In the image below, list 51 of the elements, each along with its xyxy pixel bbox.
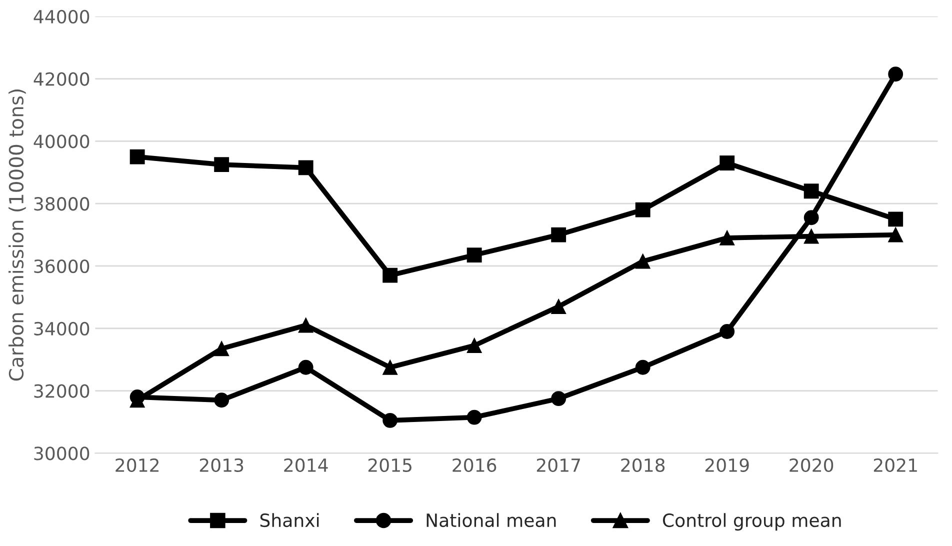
legend-label: National mean: [426, 513, 556, 528]
x-tick-label: 2016: [452, 458, 496, 472]
point: [635, 360, 650, 375]
point: [382, 268, 398, 283]
point: [551, 299, 566, 314]
point: [214, 341, 230, 356]
point: [804, 228, 819, 244]
y-tick-label: 38000: [34, 197, 90, 211]
legend-label: Shanxi: [260, 513, 319, 528]
point: [720, 324, 735, 339]
point: [214, 157, 230, 172]
y-tick-label: 34000: [34, 322, 90, 336]
y-tick-label: 40000: [34, 134, 90, 148]
point: [888, 66, 904, 82]
y-tick-label: 44000: [34, 10, 90, 24]
point: [804, 210, 819, 226]
x-tick-label: 2012: [116, 458, 158, 472]
point: [804, 184, 819, 199]
y-tick-label: 32000: [34, 384, 90, 398]
point: [382, 360, 398, 375]
point: [466, 338, 482, 354]
y-tick-label: 42000: [34, 72, 90, 86]
x-tick-label: 2019: [705, 458, 749, 472]
point: [466, 248, 482, 263]
point: [130, 149, 145, 164]
x-tick-label: 2021: [874, 458, 917, 472]
point: [635, 254, 650, 269]
x-tick-label: 2015: [368, 458, 412, 472]
x-tick-label: 2017: [536, 458, 580, 472]
point: [298, 360, 314, 375]
point: [888, 212, 904, 227]
x-tick-label: 2018: [621, 458, 665, 472]
point: [130, 390, 145, 404]
point: [214, 392, 230, 408]
point: [551, 391, 566, 406]
point: [382, 412, 398, 428]
point: [298, 318, 314, 333]
x-tick-label: 2013: [200, 458, 244, 472]
point: [551, 227, 566, 242]
point: [888, 227, 904, 242]
legend-label: Control group mean: [662, 513, 841, 531]
point: [635, 202, 650, 218]
point: [720, 230, 735, 246]
x-tick-label: 2020: [790, 458, 834, 472]
y-tick-label: 36000: [34, 259, 90, 274]
y-tick-label: 30000: [34, 446, 90, 460]
x-tick-label: 2014: [284, 458, 328, 472]
point: [720, 156, 735, 170]
point: [466, 410, 482, 425]
y-axis-title: Carbon emission (10000 tons): [8, 90, 26, 381]
point: [298, 160, 314, 176]
